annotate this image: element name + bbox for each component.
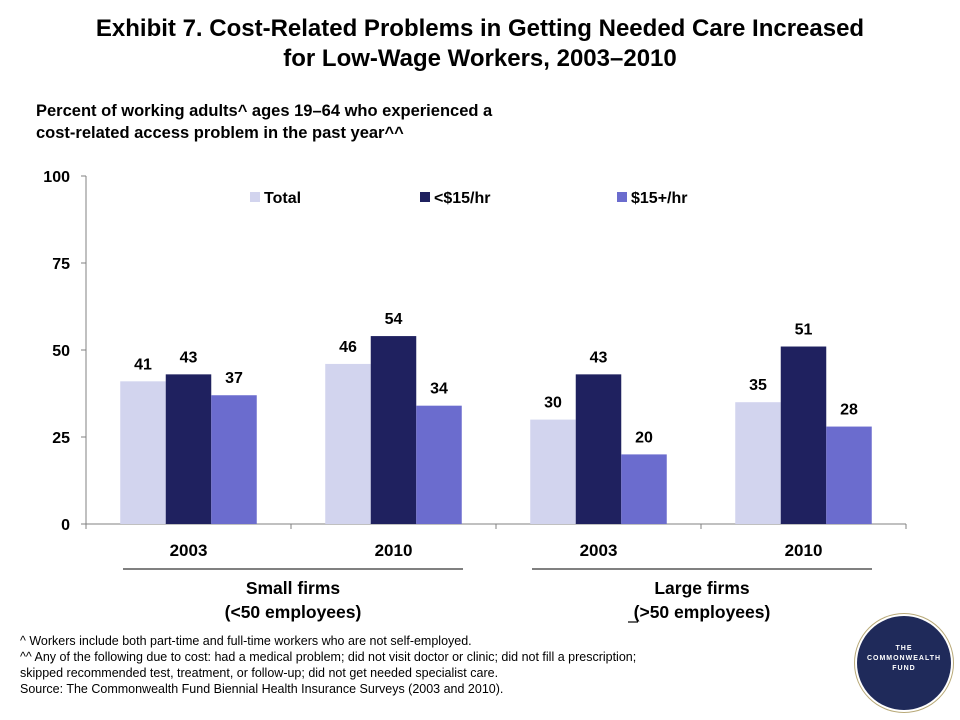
x-tick-label-0: 2003: [170, 541, 208, 560]
bar-series-1-category-2: [575, 374, 622, 524]
data-label-series-0-category-0: 41: [134, 356, 152, 373]
bar-series-1-category-3: [780, 346, 827, 524]
x-tick-label-2: 2003: [580, 541, 618, 560]
footnote-source: Source: The Commonwealth Fund Biennial H…: [20, 682, 504, 696]
legend-swatch-0: [250, 192, 260, 202]
logo-text-line-2: COMMONWEALTH: [866, 655, 942, 662]
bar-series-2-category-1: [416, 405, 462, 524]
commonwealth-fund-logo: THE COMMONWEALTH FUND: [857, 616, 951, 710]
chart-title-line-2: for Low-Wage Workers, 2003–2010: [283, 45, 677, 72]
bar-series-2-category-3: [826, 426, 872, 524]
footnote-cost-problems-continued: skipped recommended test, treatment, or …: [20, 666, 499, 680]
bar-series-1-category-0: [165, 374, 212, 524]
group-label-large-firms: Large firms (>50 employees): [532, 576, 872, 624]
legend-swatch-2: [617, 192, 627, 202]
bar-series-1-category-1: [370, 336, 417, 524]
data-label-series-1-category-2: 43: [590, 349, 608, 366]
x-tick-label-1: 2010: [375, 541, 413, 560]
data-label-series-0-category-3: 35: [749, 377, 767, 394]
y-tick-label-75: 75: [52, 256, 70, 273]
bar-series-0-category-0: [120, 381, 166, 524]
bar-series-2-category-0: [211, 395, 257, 524]
footnote-workers: ^ Workers include both part-time and ful…: [20, 634, 472, 648]
data-label-series-2-category-3: 28: [840, 402, 858, 419]
group-label-small-firms: Small firms (<50 employees): [123, 576, 463, 624]
legend-label-0: Total: [264, 190, 301, 207]
legend-swatch-1: [420, 192, 430, 202]
x-tick-label-3: 2010: [785, 541, 823, 560]
data-label-series-1-category-1: 54: [385, 311, 403, 328]
y-tick-label-0: 0: [61, 517, 70, 534]
chart-title: Exhibit 7. Cost-Related Problems in Gett…: [0, 14, 960, 74]
y-tick-label-25: 25: [52, 430, 70, 447]
chart-subtitle-line-1: Percent of working adults^ ages 19–64 wh…: [36, 102, 493, 120]
data-label-series-2-category-1: 34: [430, 381, 448, 398]
group-label-large-firms-line-2: (>50 employees): [633, 602, 771, 622]
chart-title-line-1: Exhibit 7. Cost-Related Problems in Gett…: [95, 15, 865, 42]
data-label-series-2-category-2: 20: [635, 429, 653, 446]
data-label-series-1-category-3: 51: [795, 322, 813, 339]
bar-series-0-category-2: [530, 419, 576, 524]
data-label-series-2-category-0: 37: [225, 370, 243, 387]
group-label-small-firms-line-2: (<50 employees): [224, 602, 362, 622]
legend-label-2: $15+/hr: [631, 190, 687, 207]
y-tick-label-50: 50: [52, 343, 70, 360]
bar-series-0-category-3: [735, 402, 781, 524]
footnote-cost-problems: ^^ Any of the following due to cost: had…: [20, 650, 637, 664]
bar-series-2-category-2: [621, 454, 667, 524]
data-label-series-1-category-0: 43: [180, 349, 198, 366]
y-tick-label-100: 100: [43, 169, 70, 186]
legend-label-1: <$15/hr: [434, 190, 490, 207]
data-label-series-0-category-1: 46: [339, 339, 357, 356]
chart-subtitle-line-2: cost-related access problem in the past …: [36, 124, 404, 142]
logo-text-line-1: THE: [895, 645, 913, 652]
data-label-series-0-category-2: 30: [544, 395, 562, 412]
footnotes: ^ Workers include both part-time and ful…: [20, 633, 840, 697]
group-label-large-firms-line-1: Large firms: [654, 578, 750, 598]
chart-subtitle: Percent of working adults^ ages 19–64 wh…: [36, 100, 676, 144]
group-label-small-firms-line-1: Small firms: [245, 578, 341, 598]
logo-text-line-3: FUND: [892, 665, 916, 672]
bar-series-0-category-1: [325, 363, 371, 524]
